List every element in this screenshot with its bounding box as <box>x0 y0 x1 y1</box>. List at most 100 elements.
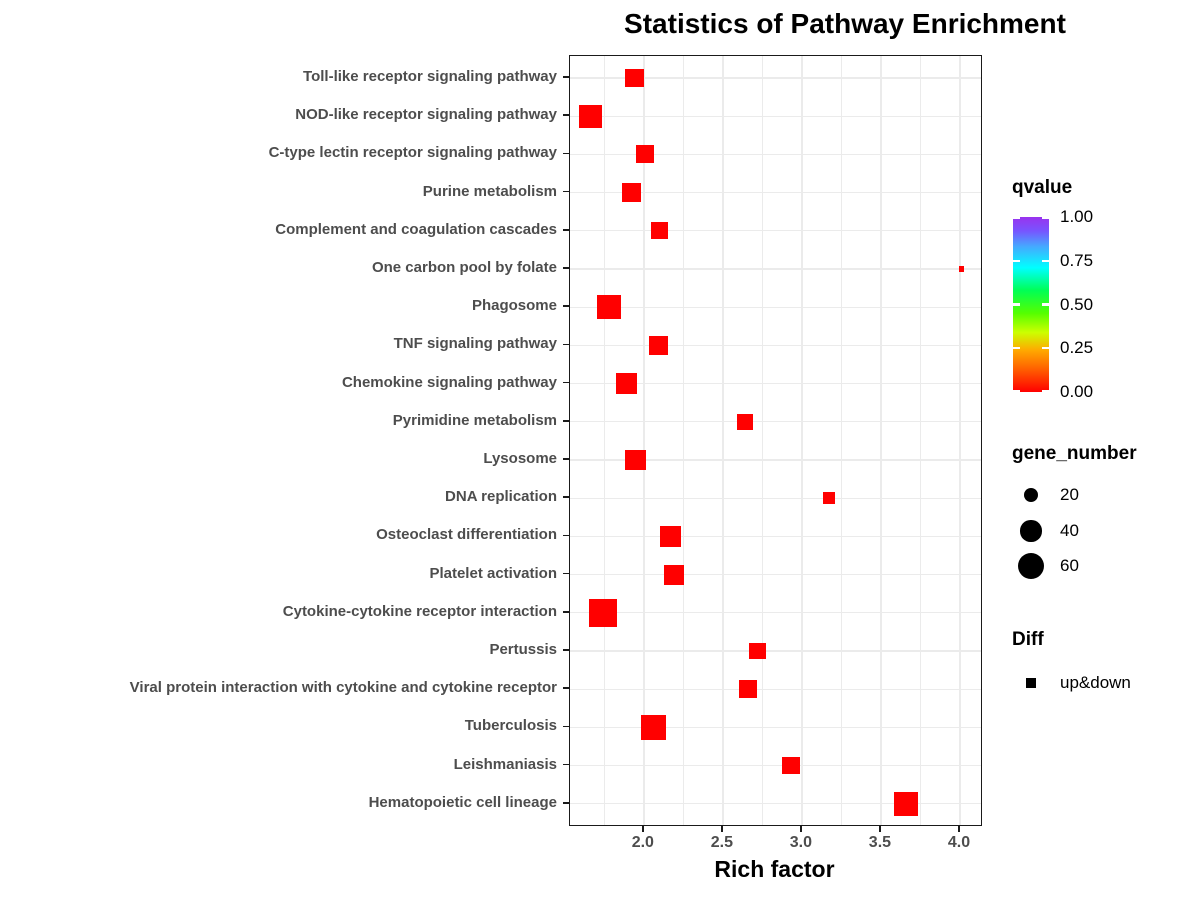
horizontal-gridline <box>570 650 981 652</box>
y-axis-label: C-type lectin receptor signaling pathway <box>268 144 557 162</box>
diff-legend-title: Diff <box>1012 629 1044 650</box>
horizontal-gridline <box>570 153 981 156</box>
y-axis-label: Viral protein interaction with cytokine … <box>129 679 557 697</box>
colorbar-tick <box>1042 303 1049 306</box>
data-point <box>660 526 681 547</box>
y-axis-label: Toll-like receptor signaling pathway <box>303 68 557 85</box>
horizontal-gridline <box>570 230 981 232</box>
y-axis-tick <box>563 649 569 651</box>
y-axis-label: Osteoclast differentiation <box>376 526 557 544</box>
gene-number-legend-label: 40 <box>1060 521 1079 540</box>
qvalue-legend-label: 0.00 <box>1060 382 1094 401</box>
x-axis-tick <box>958 825 960 832</box>
x-axis-tick-label: 3.5 <box>868 834 892 851</box>
qvalue-legend-label: 0.50 <box>1060 294 1094 314</box>
vertical-gridline <box>761 56 764 825</box>
vertical-gridline <box>643 56 645 825</box>
x-axis-tick-label: 2.5 <box>710 834 733 851</box>
x-axis-tick-label: 3.0 <box>789 834 813 851</box>
data-point <box>749 642 766 660</box>
y-axis-tick <box>563 152 569 155</box>
colorbar-tick <box>1042 347 1049 350</box>
y-axis-label: One carbon pool by folate <box>371 259 557 276</box>
y-axis-label: DNA replication <box>445 488 557 506</box>
vertical-gridline <box>840 56 843 825</box>
y-axis-tick <box>563 305 569 307</box>
y-axis-tick <box>563 802 569 804</box>
y-axis-tick <box>563 687 569 689</box>
y-axis-tick <box>563 458 569 460</box>
data-point <box>894 791 919 816</box>
horizontal-gridline <box>570 459 981 461</box>
y-axis-tick <box>563 76 569 78</box>
data-point <box>615 372 638 395</box>
y-axis-tick <box>563 114 569 116</box>
y-axis-tick <box>563 572 569 575</box>
y-axis-tick <box>563 420 569 422</box>
horizontal-gridline <box>570 382 981 385</box>
horizontal-gridline <box>570 764 981 767</box>
horizontal-gridline <box>570 77 981 79</box>
y-axis-label: Phagosome <box>471 297 557 315</box>
vertical-gridline <box>682 56 685 825</box>
gene-number-legend-label: 20 <box>1060 485 1079 504</box>
x-axis-title: Rich factor <box>714 856 835 882</box>
y-axis-label: Purine metabolism <box>422 182 557 200</box>
y-axis-label: Pertussis <box>489 641 557 658</box>
colorbar-tick <box>1013 303 1020 306</box>
y-axis-tick <box>563 343 569 346</box>
colorbar-tick <box>1042 389 1049 392</box>
qvalue-legend-label: 0.75 <box>1060 250 1094 270</box>
plot-panel <box>569 55 982 826</box>
horizontal-gridline <box>570 344 981 347</box>
vertical-gridline <box>919 56 922 825</box>
y-axis-label: Platelet activation <box>429 564 557 582</box>
y-axis-label: Pyrimidine metabolism <box>392 411 557 429</box>
chart-title: Statistics of Pathway Enrichment <box>624 8 1066 39</box>
x-axis-tick <box>879 825 881 832</box>
y-axis-label: Complement and coagulation cascades <box>275 220 557 238</box>
y-axis-tick <box>563 190 569 193</box>
y-axis-tick <box>563 611 569 613</box>
vertical-gridline <box>722 56 724 825</box>
colorbar-tick <box>1013 347 1020 350</box>
x-axis-tick <box>642 825 644 832</box>
horizontal-gridline <box>570 268 981 270</box>
y-axis-tick <box>563 534 569 537</box>
horizontal-gridline <box>570 803 981 805</box>
data-point <box>782 756 800 775</box>
qvalue-legend-title: qvalue <box>1012 177 1073 198</box>
colorbar-tick <box>1042 259 1049 262</box>
y-axis-label: Leishmaniasis <box>453 755 557 773</box>
data-point <box>958 266 965 272</box>
y-axis-label: Tuberculosis <box>464 717 557 735</box>
data-point <box>651 222 669 240</box>
x-axis-tick <box>721 825 723 832</box>
y-axis-label: Cytokine-cytokine receptor interaction <box>282 602 557 620</box>
data-point <box>624 68 644 88</box>
x-axis-tick-label: 2.0 <box>631 834 654 851</box>
data-point <box>578 104 602 128</box>
horizontal-gridline <box>570 191 981 194</box>
y-axis-tick <box>563 267 569 269</box>
data-point <box>739 680 757 698</box>
horizontal-gridline <box>570 306 981 308</box>
data-point <box>636 145 655 164</box>
y-axis-tick <box>563 496 569 498</box>
y-axis-label: TNF signaling pathway <box>393 335 557 353</box>
data-point <box>736 413 754 430</box>
data-point <box>621 183 641 203</box>
colorbar-tick <box>1042 217 1049 220</box>
y-axis-tick <box>563 763 569 766</box>
horizontal-gridline <box>570 115 981 117</box>
horizontal-gridline <box>570 612 981 614</box>
qvalue-legend-label: 1.00 <box>1060 207 1094 226</box>
vertical-gridline <box>959 56 961 825</box>
y-axis-label: Hematopoietic cell lineage <box>368 793 557 811</box>
qvalue-colorbar <box>1013 217 1049 392</box>
horizontal-gridline <box>570 497 981 499</box>
gene-number-key-circle <box>1020 520 1042 542</box>
horizontal-gridline <box>570 535 981 538</box>
horizontal-gridline <box>570 573 981 576</box>
